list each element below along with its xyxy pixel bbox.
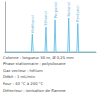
svg-text:Colonne : longueur 30 m, Ø 0,2: Colonne : longueur 30 m, Ø 0,25 mm [3,55,74,60]
svg-text:Détecteur : ionisation de flam: Détecteur : ionisation de flamme [3,88,66,93]
svg-text:Éthanol: Éthanol [43,11,48,25]
svg-text:Pentanol: Pentanol [75,5,80,22]
svg-text:Propanol: Propanol [53,2,58,19]
svg-text:Méthanol: Méthanol [30,15,35,33]
svg-text:Four : 40 °C à 200 °C: Four : 40 °C à 200 °C [3,81,44,86]
svg-text:Butanol: Butanol [66,2,71,17]
svg-text:Gaz vecteur : hélium: Gaz vecteur : hélium [3,68,43,73]
svg-text:Débit : 1 mL/min: Débit : 1 mL/min [3,74,35,79]
svg-text:Phase stationnaire : polysilox: Phase stationnaire : polysiloxane [3,61,66,66]
